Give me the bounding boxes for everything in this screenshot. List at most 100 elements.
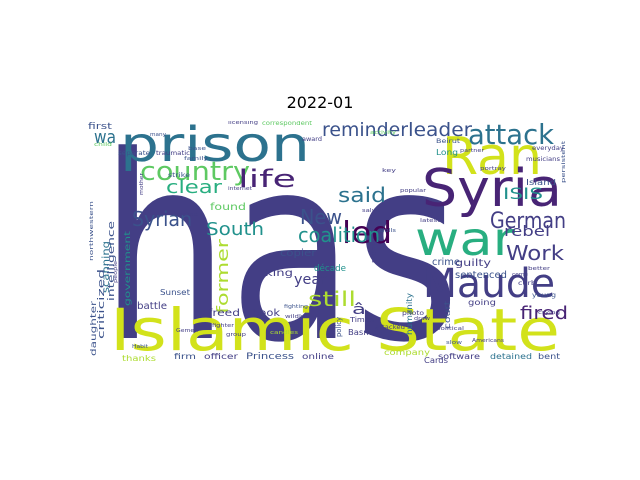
cloud-word: fighter <box>212 323 234 329</box>
cloud-word: night <box>371 243 377 263</box>
cloud-word: Islamic State <box>110 296 560 364</box>
cloud-word: book <box>252 308 280 319</box>
cloud-word: Americans <box>472 338 504 344</box>
cloud-word: Work <box>506 241 564 265</box>
cloud-word: led <box>342 216 392 251</box>
cloud-word: life <box>238 165 296 193</box>
cloud-word: popular <box>400 188 426 194</box>
cloud-word: child <box>94 142 112 148</box>
cloud-word: sentenced <box>455 270 507 281</box>
cloud-word: draw <box>414 316 430 322</box>
cloud-word: wildly <box>285 314 305 320</box>
cloud-word: coalition <box>298 223 380 247</box>
cloud-word: criticized <box>97 269 107 339</box>
cloud-word: software <box>438 352 480 361</box>
cloud-word: thanks <box>122 354 156 363</box>
cloud-word: company <box>384 348 430 357</box>
cloud-word: attacked <box>375 324 405 331</box>
cloud-word: strike <box>168 172 190 179</box>
cloud-word: leader <box>408 121 472 141</box>
cloud-word: persistent <box>561 141 567 183</box>
cloud-word: mother <box>139 173 145 195</box>
cloud-word: traumatic <box>156 150 190 157</box>
cloud-word: licensing <box>228 121 258 126</box>
cloud-word: salve <box>362 208 380 214</box>
cloud-word: come <box>512 272 528 278</box>
cloud-word: people <box>113 261 119 283</box>
cloud-word: everyday <box>532 145 564 152</box>
cloud-word: Gemen <box>176 328 198 334</box>
cloud-word: dolls <box>380 228 396 234</box>
cloud-word: crime <box>432 257 460 268</box>
cloud-word: Times <box>350 316 374 324</box>
cloud-word: crying <box>538 310 560 316</box>
cloud-word: daughter <box>89 301 98 356</box>
cloud-word: firm <box>174 352 196 361</box>
cloud-word: candles <box>270 330 298 336</box>
cloud-word: clear <box>166 177 222 198</box>
cloud-word: Princess <box>246 352 294 362</box>
cloud-word: detained <box>490 352 532 361</box>
cloud-word: curb <box>518 280 536 287</box>
figure-title: 2022-01 <box>286 93 354 112</box>
cloud-word: Cards <box>424 356 448 365</box>
cloud-word: family <box>184 156 208 162</box>
cloud-word: court <box>443 301 452 329</box>
cloud-word: ISIS <box>503 184 543 203</box>
cloud-word: internet <box>228 186 252 192</box>
cloud-word: online <box>302 352 334 361</box>
cloud-word: Long <box>436 148 458 157</box>
cloud-word: found <box>210 202 246 213</box>
cloud-word: key <box>382 168 396 174</box>
cloud-word: New <box>300 205 342 229</box>
cloud-word: Habit <box>132 344 148 350</box>
cloud-word: first <box>88 122 112 132</box>
cloud-word: guilty <box>455 258 491 269</box>
cloud-word: separate <box>118 150 150 157</box>
cloud-word: northwestern <box>89 201 95 261</box>
cloud-word: slow <box>446 340 462 346</box>
cloud-word: musicians <box>526 156 560 163</box>
cloud-word: Syrian <box>132 207 192 231</box>
cloud-word: fighting <box>284 304 308 310</box>
cloud-word: has <box>100 121 460 366</box>
cloud-word: group <box>226 332 246 338</box>
cloud-word: Syria <box>422 159 562 219</box>
cloud-word: better <box>528 266 550 272</box>
cloud-word: Basmah <box>348 328 382 337</box>
cloud-word: Beirut <box>436 138 460 145</box>
cloud-word: South <box>206 219 264 240</box>
cloud-word: activity <box>370 130 396 136</box>
cloud-word: copier <box>280 248 316 259</box>
cloud-word: fired <box>520 303 568 324</box>
cloud-word: reminder <box>322 121 408 141</box>
cloud-word: correspondent <box>262 121 312 127</box>
cloud-word: award <box>302 136 322 143</box>
word-cloud: has Islamic State prison Ran Syria war Maude at… <box>80 121 569 366</box>
cloud-word: décade <box>314 264 346 274</box>
cloud-word: war <box>415 212 515 266</box>
cloud-word: said <box>338 183 386 207</box>
cloud-word: policy <box>335 317 343 337</box>
cloud-word: prison <box>120 121 310 173</box>
cloud-word: backed <box>174 212 198 218</box>
cloud-word: freed <box>208 308 240 319</box>
cloud-word: young <box>532 292 556 299</box>
cloud-word: rebel <box>504 224 550 240</box>
cloud-word: base <box>188 146 206 152</box>
cloud-word: king <box>265 268 293 279</box>
cloud-word: attack <box>468 121 554 151</box>
cloud-word: country <box>140 157 250 187</box>
cloud-word: bent <box>538 352 560 361</box>
cloud-word: â <box>352 302 366 318</box>
cloud-word: former <box>213 239 232 314</box>
cloud-word: still <box>308 287 356 311</box>
cloud-word: portray <box>480 166 506 172</box>
cloud-word: German <box>490 209 566 234</box>
cloud-word: many <box>150 132 166 138</box>
cloud-word: partner <box>460 148 484 154</box>
cloud-word: Maude <box>423 261 555 307</box>
cloud-word: threat <box>121 239 127 261</box>
cloud-word: officer <box>204 352 238 361</box>
